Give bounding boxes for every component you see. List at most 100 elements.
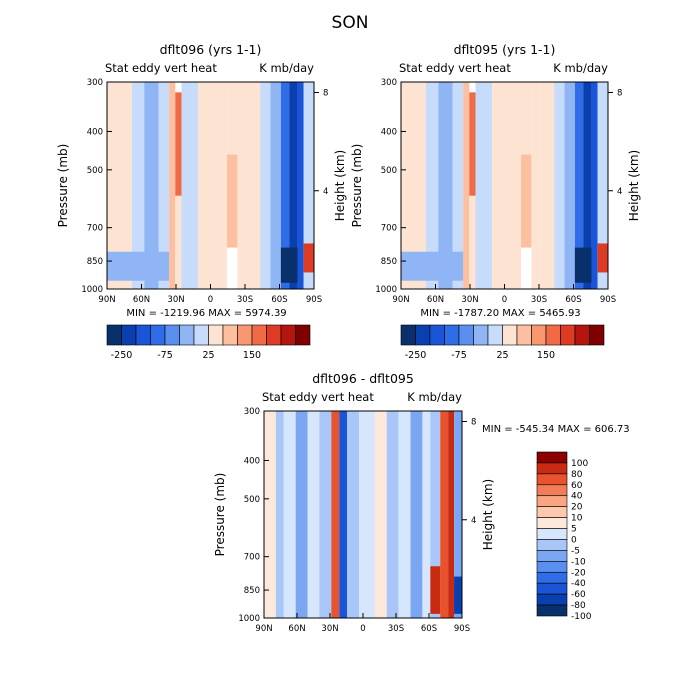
colorbar-swatch bbox=[545, 324, 561, 346]
colorbar-label: -250 bbox=[405, 350, 427, 361]
x-tick-label: 0 bbox=[208, 295, 213, 305]
heatmap-cell bbox=[283, 411, 296, 618]
y-tick-label: 300 bbox=[381, 78, 397, 88]
heatmap-cell bbox=[438, 82, 453, 289]
x-tick-label: 30N bbox=[167, 295, 184, 305]
heatmap-cell bbox=[454, 411, 462, 618]
colorbar-swatch bbox=[237, 324, 253, 346]
x-tick-label: 60N bbox=[427, 295, 444, 305]
heatmap-cell bbox=[448, 411, 455, 618]
heatmap-cell bbox=[454, 576, 462, 614]
colorbar-label: 150 bbox=[243, 350, 261, 361]
y-tick-label: 400 bbox=[87, 127, 103, 137]
heatmap-cell bbox=[359, 411, 375, 618]
colorbar-swatch bbox=[135, 324, 151, 346]
colorbar-swatch bbox=[251, 324, 267, 346]
heatmap-cell bbox=[574, 82, 584, 289]
colorbar-label: 40 bbox=[571, 492, 583, 502]
y-axis-title: Pressure (mb) bbox=[213, 473, 227, 557]
x-tick-label: 60S bbox=[565, 295, 581, 305]
y-tick-label: 1000 bbox=[238, 614, 260, 624]
panel-left-label: Stat eddy vert heat bbox=[262, 390, 374, 404]
colorbar-swatch bbox=[502, 324, 518, 346]
min-max-label: MIN = -1787.20 MAX = 5465.93 bbox=[420, 308, 580, 319]
y-tick-label: 300 bbox=[87, 78, 103, 88]
heatmap-cell bbox=[227, 82, 238, 155]
heatmap-cell bbox=[303, 82, 314, 289]
heatmap-cell bbox=[297, 82, 304, 289]
colorbar-swatch bbox=[415, 324, 431, 346]
heatmap-cell bbox=[175, 195, 182, 289]
heatmap-cell bbox=[275, 411, 284, 618]
colorbar-swatch bbox=[179, 324, 195, 346]
heatmap-cell bbox=[430, 566, 441, 614]
x-tick-label: 0 bbox=[502, 295, 507, 305]
y2-tick-label: 4 bbox=[617, 187, 622, 197]
colorbar-swatch bbox=[589, 324, 605, 346]
x-tick-label: 60N bbox=[288, 624, 305, 634]
colorbar-label: 25 bbox=[202, 350, 214, 361]
x-tick-label: 30S bbox=[237, 295, 253, 305]
colorbar-swatch bbox=[458, 324, 474, 346]
colorbar-swatch bbox=[536, 550, 568, 562]
heatmap-cell bbox=[307, 411, 320, 618]
heatmap-cell bbox=[597, 82, 608, 289]
x-tick-label: 30S bbox=[531, 295, 547, 305]
colorbar-swatch bbox=[531, 324, 547, 346]
panels: dflt096 (yrs 1-1) Stat eddy vert heat K mb… bbox=[56, 42, 641, 634]
x-tick-label: 60S bbox=[421, 624, 437, 634]
heatmap-cell bbox=[425, 82, 439, 289]
colorbar-label: 10 bbox=[571, 514, 583, 524]
heatmap-cell bbox=[175, 92, 182, 196]
panel-top-left: dflt096 (yrs 1-1) Stat eddy vert heat K mb… bbox=[56, 42, 347, 361]
y2-tick-label: 4 bbox=[471, 516, 476, 526]
colorbar-swatch bbox=[574, 324, 590, 346]
heatmap-cell bbox=[554, 82, 565, 289]
y-tick-label: 700 bbox=[381, 224, 397, 234]
colorbar-label: 5 bbox=[571, 525, 577, 535]
colorbar-label: -75 bbox=[451, 350, 467, 361]
heatmap-cell bbox=[107, 251, 170, 281]
heatmap-cell bbox=[440, 411, 449, 618]
heatmap-cell bbox=[245, 82, 261, 289]
y-tick-label: 500 bbox=[381, 166, 397, 176]
heatmap-cell bbox=[237, 82, 246, 289]
heatmap-cell bbox=[583, 82, 592, 289]
y-tick-label: 700 bbox=[87, 224, 103, 234]
heatmap-cell bbox=[539, 82, 555, 289]
heatmap-cell bbox=[303, 243, 314, 273]
colorbar-label: -60 bbox=[571, 590, 586, 600]
heatmap-cell bbox=[169, 82, 176, 289]
y-tick-label: 850 bbox=[87, 257, 103, 267]
y2-axis-title: Height (km) bbox=[481, 479, 495, 550]
heatmap-cell bbox=[521, 82, 532, 155]
y2-axis-title: Height (km) bbox=[333, 150, 347, 221]
y2-tick-label: 8 bbox=[323, 89, 328, 99]
colorbar-swatch bbox=[487, 324, 503, 346]
panel-right-label: K mb/day bbox=[259, 61, 314, 75]
x-tick-label: 60S bbox=[271, 295, 287, 305]
panel-title: dflt096 - dflt095 bbox=[312, 371, 414, 386]
y-axis-title: Pressure (mb) bbox=[56, 144, 70, 228]
colorbar-swatch bbox=[536, 561, 568, 573]
colorbar-swatch bbox=[516, 324, 532, 346]
heatmap-cell bbox=[270, 82, 281, 289]
heatmap-cell bbox=[386, 411, 399, 618]
colorbar-swatch bbox=[536, 451, 568, 464]
x-tick-label: 30S bbox=[388, 624, 404, 634]
y2-tick-label: 8 bbox=[617, 89, 622, 99]
heatmap-cell bbox=[564, 82, 575, 289]
colorbar-label: 60 bbox=[571, 481, 583, 491]
heatmap-cell bbox=[331, 411, 340, 618]
colorbar-swatch bbox=[295, 324, 311, 346]
colorbar-swatch bbox=[536, 593, 568, 606]
colorbar-swatch bbox=[536, 506, 568, 518]
colorbar-label: -80 bbox=[571, 601, 586, 611]
y-tick-label: 300 bbox=[244, 407, 260, 417]
y-tick-label: 850 bbox=[381, 257, 397, 267]
colorbar-swatch bbox=[444, 324, 460, 346]
y-tick-label: 500 bbox=[244, 495, 260, 505]
panel-difference: dflt096 - dflt095 Stat eddy vert heat K mb… bbox=[213, 371, 630, 634]
colorbar-label: -5 bbox=[571, 546, 580, 556]
heatmap-cell bbox=[521, 154, 532, 248]
